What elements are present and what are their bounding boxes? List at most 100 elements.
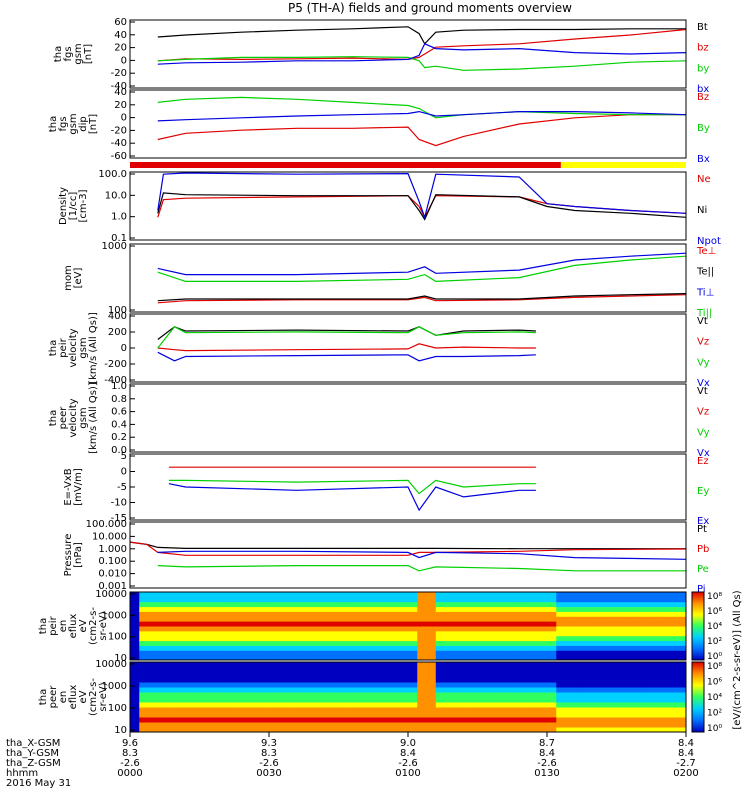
- spectrogram-cell: [241, 616, 251, 622]
- spectrogram-cell: [519, 621, 529, 627]
- spectrogram-cell: [639, 645, 650, 651]
- spectrogram-cell: [389, 717, 400, 723]
- spectrogram-cell: [333, 667, 344, 673]
- spectrogram-cell: [491, 611, 502, 617]
- spectrogram-cell: [194, 592, 205, 598]
- spectrogram-cell: [472, 727, 483, 733]
- spectrogram-cell: [139, 717, 150, 723]
- spectrogram-cell: [259, 667, 270, 673]
- spectrogram-cell: [324, 727, 335, 733]
- spectrogram-cell: [167, 626, 177, 632]
- spectrogram-cell: [556, 655, 567, 661]
- spectrogram-cell: [204, 672, 214, 678]
- spectrogram-cell: [380, 635, 390, 642]
- spectrogram-cell: [269, 717, 279, 723]
- spectrogram-cell: [667, 687, 678, 693]
- spectrogram-cell: [204, 640, 214, 646]
- spectrogram-cell: [509, 722, 520, 728]
- ylabel-line: [mV/m]: [73, 468, 84, 506]
- xtick-label: 9.6: [122, 738, 138, 749]
- spectrogram-cell: [519, 616, 529, 622]
- spectrogram-cell: [556, 707, 567, 713]
- spectrogram-cell: [621, 611, 631, 617]
- spectrogram-cell: [528, 722, 539, 728]
- spectrogram-cell: [445, 616, 455, 622]
- spectrogram-cell: [519, 601, 529, 608]
- spectrogram-cell: [676, 667, 687, 673]
- legend-Vx: Vx: [697, 378, 710, 389]
- spectrogram-cell: [194, 682, 205, 688]
- spectrogram-cell: [343, 697, 353, 703]
- spectrogram-cell: [584, 697, 594, 703]
- spectrogram-cell: [621, 645, 631, 651]
- spectrogram-cell: [259, 697, 270, 703]
- spectrogram-cell: [389, 687, 400, 693]
- spectrogram-cell: [621, 717, 631, 723]
- spectrogram-cell: [500, 722, 511, 728]
- xtick-label: -2.6: [537, 758, 557, 769]
- spectrogram-cell: [658, 672, 668, 678]
- spectrogram-cell: [139, 645, 150, 651]
- spectrogram-cell: [250, 621, 261, 627]
- spectrogram-cell: [398, 630, 409, 637]
- spectrogram-cell: [361, 611, 372, 617]
- spectrogram-cell: [380, 727, 390, 733]
- spectrogram-cell: [361, 645, 372, 651]
- spectrogram-cell: [176, 687, 187, 693]
- spectrogram-cell: [556, 606, 567, 612]
- spectrogram-cell: [167, 650, 177, 656]
- spectrogram-cell: [482, 687, 492, 693]
- spectrogram-cell: [296, 687, 307, 693]
- spectrogram-cell: [167, 655, 177, 661]
- spectrogram-cell: [398, 687, 409, 693]
- spectrogram-cell: [278, 621, 289, 627]
- spectrogram-cell: [667, 717, 678, 723]
- spectrogram-cell: [343, 601, 353, 608]
- spectrogram-cell: [370, 616, 381, 622]
- series-Pt: [129, 541, 686, 550]
- spectrogram-cell: [676, 592, 687, 598]
- spectrogram-cell: [148, 640, 159, 646]
- spectrogram-cell: [658, 616, 668, 622]
- spectrogram-cell: [435, 630, 446, 637]
- spectrogram-cell: [176, 677, 187, 683]
- spectrogram-cell: [380, 717, 390, 723]
- spectrogram-cell: [584, 717, 594, 723]
- spectrogram-cell: [491, 672, 502, 678]
- ylabel-line: gsm: [73, 43, 84, 64]
- ytick-label: -20: [111, 68, 127, 79]
- spectrogram-cell: [194, 616, 205, 622]
- spectrogram-cell: [658, 697, 668, 703]
- spectrogram-cell: [352, 662, 363, 668]
- spectrogram-cell: [380, 640, 390, 646]
- spectrogram-cell: [509, 682, 520, 688]
- spectrogram-cell: [176, 692, 187, 698]
- spectrogram-cell: [491, 616, 502, 622]
- colorbar-tick: 10²: [707, 637, 722, 647]
- spectrogram-cell: [556, 727, 567, 733]
- spectrogram-cell: [648, 727, 659, 733]
- spectrogram-cell: [556, 596, 567, 603]
- spectrogram-cell: [259, 727, 270, 733]
- spectrogram-cell: [148, 662, 159, 668]
- spectrogram-cell: [204, 650, 214, 656]
- spectrogram-cell: [315, 596, 326, 603]
- spectrogram-cell: [445, 717, 455, 723]
- spectrogram-cell: [408, 606, 418, 612]
- spectrogram-cell: [565, 697, 576, 703]
- spectrogram-cell: [574, 596, 585, 603]
- spectrogram-cell: [222, 697, 233, 703]
- spectrogram-cell: [639, 677, 650, 683]
- spectrogram-cell: [676, 722, 687, 728]
- ylabel-line: tha: [38, 618, 49, 634]
- spectrogram-cell: [231, 667, 242, 673]
- spectrogram-cell: [278, 626, 289, 632]
- spectrogram-cell: [167, 645, 177, 651]
- spectrogram-cell: [648, 650, 659, 656]
- spectrogram-cell: [352, 606, 363, 612]
- spectrogram-cell: [454, 682, 465, 688]
- ylabel-line: tha: [48, 340, 59, 356]
- spectrogram-cell: [630, 596, 641, 603]
- spectrogram-cell: [380, 692, 390, 698]
- spectrogram-cell: [611, 672, 622, 678]
